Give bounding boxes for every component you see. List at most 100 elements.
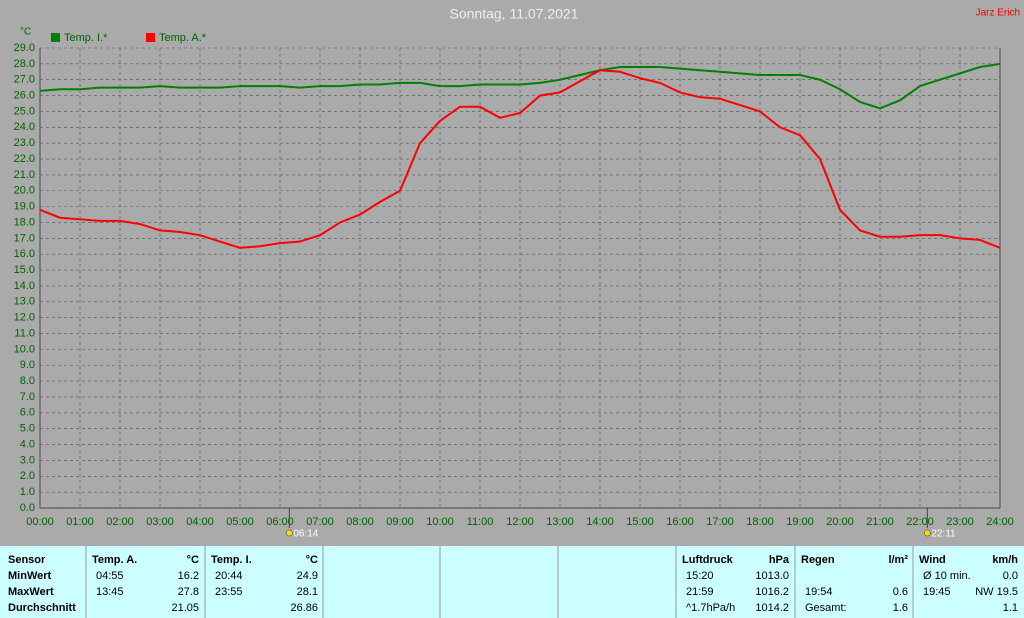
y-tick-label: 26.0 <box>14 89 35 101</box>
y-tick-label: 4.0 <box>20 438 35 450</box>
x-tick-label: 24:00 <box>986 516 1014 528</box>
cell: 16.2 <box>178 570 199 582</box>
column-unit: km/h <box>992 554 1018 566</box>
row-label: MinWert <box>8 570 52 582</box>
x-tick-label: 18:00 <box>746 516 774 528</box>
row-label: Sensor <box>8 554 46 566</box>
cell: 15:20 <box>686 570 714 582</box>
y-tick-label: 23.0 <box>14 137 35 149</box>
cell: Gesamt: <box>805 602 847 614</box>
y-tick-label: 16.0 <box>14 248 35 260</box>
cell: 1.1 <box>1003 602 1018 614</box>
y-tick-label: 29.0 <box>14 42 35 54</box>
x-tick-label: 15:00 <box>626 516 654 528</box>
column-unit: hPa <box>769 554 790 566</box>
x-tick-label: 19:00 <box>786 516 814 528</box>
column-title: Wind <box>919 554 946 566</box>
x-tick-label: 22:00 <box>906 516 934 528</box>
legend-label: Temp. A.* <box>159 32 207 44</box>
x-tick-label: 21:00 <box>866 516 894 528</box>
x-tick-label: 23:00 <box>946 516 974 528</box>
x-tick-label: 04:00 <box>186 516 214 528</box>
y-tick-label: 6.0 <box>20 407 35 419</box>
y-tick-label: 0.0 <box>20 502 35 514</box>
y-tick-label: 2.0 <box>20 470 35 482</box>
y-tick-label: 24.0 <box>14 121 35 133</box>
series-line <box>39 69 1001 249</box>
x-tick-label: 07:00 <box>306 516 334 528</box>
cell: 1.6 <box>893 602 908 614</box>
y-tick-label: 1.0 <box>20 486 35 498</box>
annotation: 22:11 <box>931 529 956 540</box>
cell: 0.6 <box>893 586 908 598</box>
x-tick-label: 06:00 <box>266 516 294 528</box>
x-tick-label: 08:00 <box>346 516 374 528</box>
x-tick-label: 11:00 <box>467 516 494 528</box>
y-tick-label: 13.0 <box>14 296 35 308</box>
y-tick-label: 3.0 <box>20 454 35 466</box>
x-tick-label: 10:00 <box>426 516 454 528</box>
x-tick-label: 17:00 <box>706 516 734 528</box>
y-tick-label: 15.0 <box>14 264 35 276</box>
x-tick-label: 03:00 <box>146 516 174 528</box>
cell: 23:55 <box>215 586 243 598</box>
cell: 26.86 <box>290 602 318 614</box>
y-axis-label: °C <box>20 27 31 38</box>
legend-swatch <box>51 33 60 42</box>
y-tick-label: 27.0 <box>14 74 35 86</box>
cell: 20:44 <box>215 570 243 582</box>
cell: 28.1 <box>297 586 318 598</box>
row-label: Durchschnitt <box>8 602 76 614</box>
column-unit: l/m² <box>888 554 908 566</box>
column-unit: °C <box>187 554 199 566</box>
column-unit: °C <box>306 554 318 566</box>
y-tick-label: 11.0 <box>14 327 35 339</box>
column-title: Temp. A. <box>92 554 137 566</box>
cell: 21.05 <box>171 602 199 614</box>
x-tick-label: 09:00 <box>386 516 414 528</box>
sun-icon <box>924 529 931 537</box>
table-background <box>0 546 1024 618</box>
cell: 19:45 <box>923 586 951 598</box>
column-title: Temp. I. <box>211 554 252 566</box>
legend-label: Temp. I.* <box>64 32 108 44</box>
cell: 21:59 <box>686 586 714 598</box>
row-label: MaxWert <box>8 586 54 598</box>
x-tick-label: 12:00 <box>506 516 534 528</box>
cell: 19:54 <box>805 586 833 598</box>
y-tick-label: 8.0 <box>20 375 35 387</box>
y-tick-label: 19.0 <box>14 201 35 213</box>
y-tick-label: 7.0 <box>20 391 35 403</box>
author: Jarz Erich <box>976 8 1020 19</box>
chart-background <box>0 0 1024 546</box>
series-line <box>39 62 1001 110</box>
sun-icon <box>286 529 293 537</box>
cell: 1016.2 <box>755 586 789 598</box>
y-tick-label: 28.0 <box>14 58 35 70</box>
cell: 0.0 <box>1003 570 1018 582</box>
y-tick-label: 5.0 <box>20 423 35 435</box>
cell: NW 19.5 <box>975 586 1018 598</box>
x-tick-label: 16:00 <box>666 516 694 528</box>
y-tick-label: 22.0 <box>14 153 35 165</box>
y-tick-label: 9.0 <box>20 359 35 371</box>
cell: 1013.0 <box>755 570 789 582</box>
x-tick-label: 13:00 <box>546 516 574 528</box>
chart-title: Sonntag, 11.07.2021 <box>450 6 579 22</box>
cell: Ø 10 min. <box>923 570 971 582</box>
y-tick-label: 25.0 <box>14 105 35 117</box>
y-tick-label: 17.0 <box>14 232 35 244</box>
x-tick-label: 01:00 <box>66 516 94 528</box>
y-tick-label: 18.0 <box>14 216 35 228</box>
cell: 1014.2 <box>755 602 789 614</box>
column-title: Regen <box>801 554 835 566</box>
cell: ^1.7hPa/h <box>686 602 735 614</box>
x-tick-label: 00:00 <box>26 516 54 528</box>
cell: 27.8 <box>178 586 199 598</box>
y-tick-label: 21.0 <box>14 169 35 181</box>
y-tick-label: 14.0 <box>14 280 35 292</box>
x-tick-label: 05:00 <box>226 516 254 528</box>
cell: 13:45 <box>96 586 124 598</box>
y-tick-label: 10.0 <box>14 343 35 355</box>
